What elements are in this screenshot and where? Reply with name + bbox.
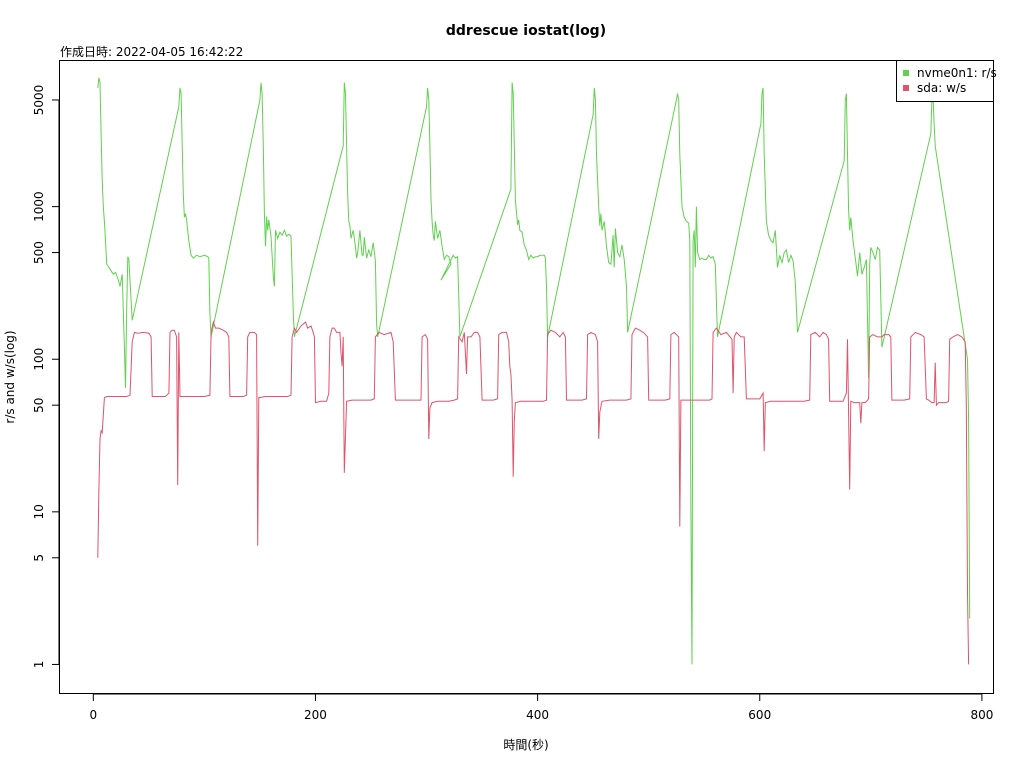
chart-subtitle: 作成日時: 2022-04-05 16:42:22 — [60, 45, 243, 59]
y-tick-label: 10 — [32, 504, 46, 519]
y-tick-label: 5000 — [32, 85, 46, 116]
series-layer — [97, 77, 971, 665]
y-tick-label: 5 — [32, 554, 46, 562]
y-tick-label: 1000 — [32, 191, 46, 222]
y-tick-label: 1 — [32, 661, 46, 669]
y-tick-label: 100 — [32, 348, 46, 371]
x-tick-label: 800 — [970, 708, 993, 722]
series-line-0 — [97, 77, 971, 665]
x-tick-label: 200 — [304, 708, 327, 722]
x-tick-label: 400 — [526, 708, 549, 722]
x-axis-label: 時間(秒) — [503, 738, 548, 752]
x-axis: 0 200 400 600 800 — [90, 693, 993, 722]
legend-swatch-sda — [903, 85, 909, 91]
legend-box — [896, 60, 994, 102]
legend-swatch-nvme — [903, 70, 909, 76]
y-axis-label: r/s and w/s(log) — [3, 330, 17, 423]
legend-label-sda: sda: w/s — [917, 81, 966, 95]
y-tick-label: 500 — [32, 241, 46, 264]
y-axis: 1 5 10 50 100 500 1000 5000 — [32, 85, 60, 669]
series-line-1 — [97, 320, 970, 665]
x-tick-label: 0 — [90, 708, 98, 722]
x-tick-label: 600 — [748, 708, 771, 722]
chart-title: ddrescue iostat(log) — [446, 23, 606, 39]
legend-label-nvme: nvme0n1: r/s — [917, 66, 997, 80]
legend: nvme0n1: r/s sda: w/s — [896, 60, 997, 102]
y-tick-label: 50 — [32, 398, 46, 413]
